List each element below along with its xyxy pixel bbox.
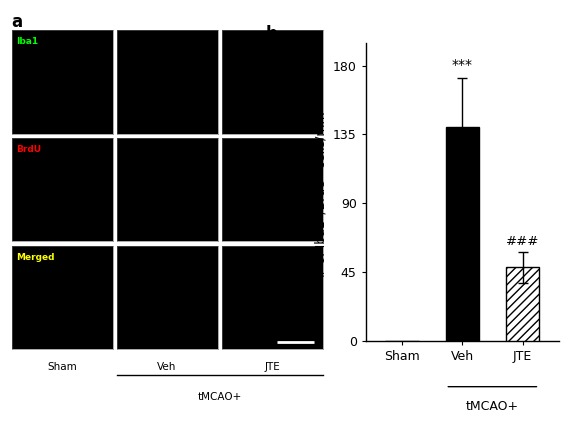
Bar (446, 127, 479, 341)
Text: ###: ### (506, 235, 539, 248)
Text: Sham: Sham (47, 362, 77, 372)
Text: tMCAO+: tMCAO+ (466, 400, 519, 414)
Text: tMCAO+: tMCAO+ (198, 392, 242, 402)
Text: ***: *** (452, 58, 473, 72)
Text: Merged: Merged (17, 253, 55, 262)
Y-axis label: # of Iba1⁺/BrdU⁺ cells/mm²: # of Iba1⁺/BrdU⁺ cells/mm² (314, 106, 327, 277)
Text: Iba1: Iba1 (17, 37, 39, 46)
Text: a: a (12, 13, 22, 31)
Text: Veh: Veh (157, 362, 177, 372)
Text: JTE: JTE (264, 362, 280, 372)
Text: BrdU: BrdU (17, 145, 41, 154)
Bar (506, 268, 539, 341)
Text: b: b (266, 25, 277, 43)
